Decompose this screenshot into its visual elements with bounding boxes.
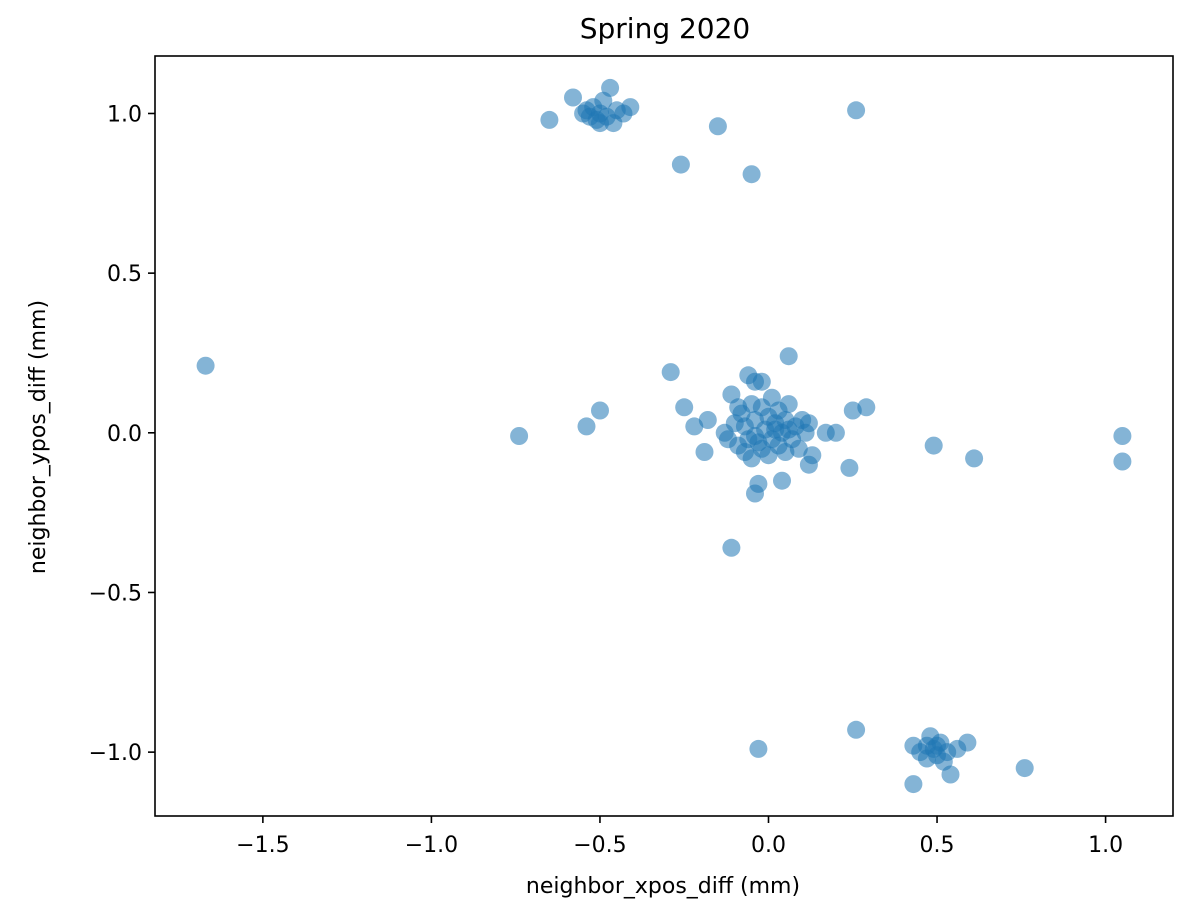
scatter-point	[773, 471, 791, 490]
x-axis-label: neighbor_xpos_diff (mm)	[526, 874, 800, 899]
y-tick-label: 1.0	[107, 102, 142, 127]
scatter-point	[857, 398, 876, 417]
plot-frame	[154, 55, 1174, 817]
scatter-point	[661, 363, 680, 382]
scatter-point	[722, 538, 741, 557]
points-layer	[196, 78, 1132, 794]
x-tick-label: 1.0	[1088, 833, 1123, 858]
scatter-point	[671, 155, 690, 174]
scatter-point	[749, 474, 768, 493]
scatter-point	[715, 423, 734, 442]
scatter-point	[941, 765, 960, 784]
x-tick-label: 0.5	[920, 833, 955, 858]
scatter-point	[766, 420, 785, 439]
scatter-point	[843, 401, 862, 420]
scatter-point	[917, 736, 936, 755]
scatter-point	[601, 78, 620, 97]
scatter-point	[685, 417, 704, 436]
scatter-point	[742, 165, 761, 184]
scatter-point	[729, 398, 748, 417]
x-tick-label: −1.5	[236, 833, 289, 858]
scatter-point	[577, 101, 596, 120]
scatter-point	[749, 739, 768, 758]
scatter-point	[564, 88, 582, 107]
scatter-point	[904, 775, 923, 794]
scatter-point	[826, 423, 845, 442]
x-tick-label: −0.5	[573, 833, 626, 858]
scatter-point	[591, 401, 609, 420]
scatter-point	[779, 347, 798, 366]
scatter-point	[752, 372, 771, 391]
y-tick-label: 0.0	[107, 422, 142, 447]
scatter-point	[196, 356, 215, 375]
scatter-point	[958, 733, 977, 752]
scatter-point	[779, 395, 798, 414]
y-tick-label: 0.5	[107, 262, 142, 287]
scatter-point	[1113, 452, 1132, 471]
y-axis-ticks: −1.0 −0.5 0.0 0.5 1.0	[89, 102, 155, 766]
scatter-point	[1113, 427, 1132, 445]
scatter-point	[591, 114, 609, 133]
scatter-point	[847, 101, 866, 120]
scatter-point	[799, 414, 818, 433]
scatter-point	[779, 420, 798, 439]
scatter-point	[965, 449, 984, 468]
scatter-point	[789, 439, 808, 458]
x-axis-ticks: −1.5 −1.0 −0.5 0.0 0.5 1.0	[236, 816, 1123, 858]
x-tick-label: 0.0	[751, 833, 786, 858]
scatter-point	[746, 427, 764, 445]
scatter-point	[803, 446, 822, 465]
scatter-point	[577, 417, 596, 436]
y-axis-label: neighbor_ypos_diff (mm)	[26, 300, 51, 574]
y-tick-label: −1.0	[89, 741, 142, 766]
scatter-point	[698, 411, 717, 429]
chart-title: Spring 2020	[580, 12, 751, 45]
scatter-point	[840, 458, 859, 477]
scatter-point	[708, 117, 727, 136]
scatter-point	[621, 98, 640, 117]
scatter-point	[847, 720, 866, 739]
x-tick-label: −1.0	[405, 833, 458, 858]
scatter-point	[924, 436, 943, 455]
scatter-point	[540, 110, 559, 129]
scatter-point	[695, 443, 714, 461]
scatter-point	[1015, 759, 1034, 778]
scatter-point	[675, 398, 694, 417]
y-tick-label: −0.5	[89, 581, 142, 606]
scatter-point	[510, 427, 529, 445]
